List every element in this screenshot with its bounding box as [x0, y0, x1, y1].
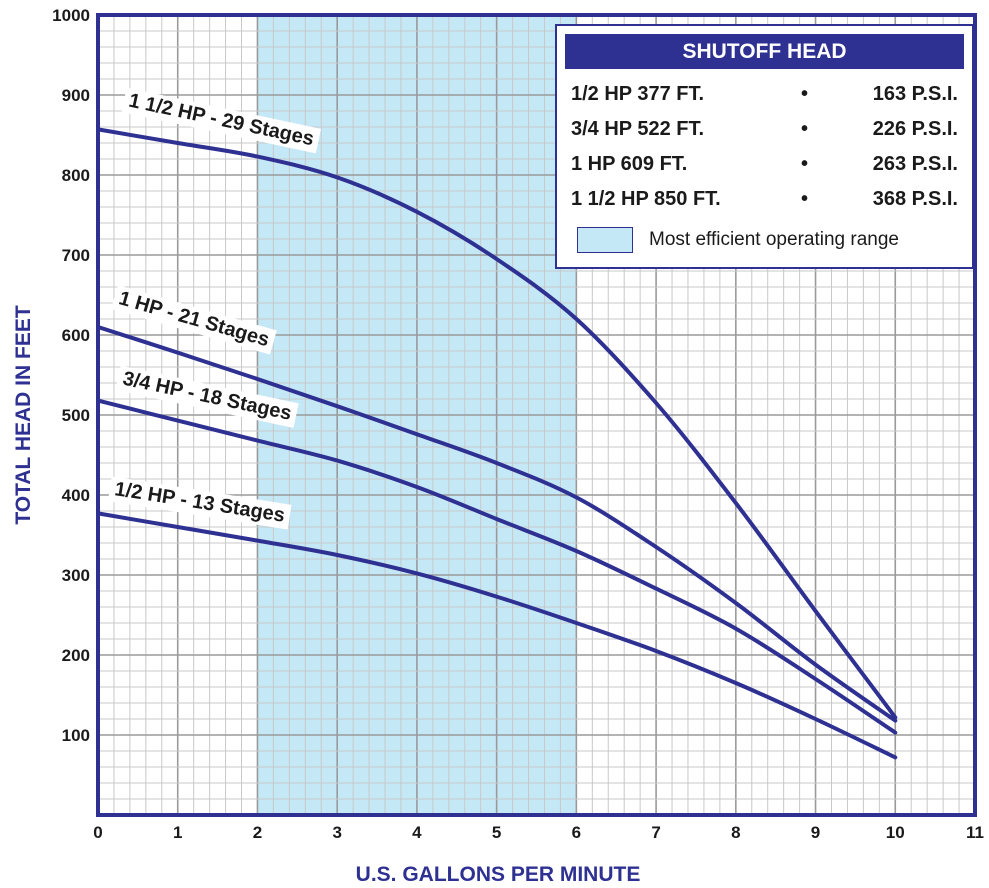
- x-tick-label: 4: [412, 823, 422, 842]
- y-tick-label: 100: [62, 726, 90, 745]
- legend-efficient-range: Most efficient operating range: [577, 224, 962, 256]
- curve-label-background: [121, 87, 322, 154]
- curve-label-background: [107, 476, 292, 530]
- series-line: [96, 325, 898, 723]
- y-tick-label: 300: [62, 566, 90, 585]
- x-tick-label: 8: [731, 823, 740, 842]
- y-tick-label: 400: [62, 486, 90, 505]
- y-tick-label: 900: [62, 86, 90, 105]
- y-tick-label: 800: [62, 166, 90, 185]
- legend-hp: 1 HP 609 FT.: [571, 153, 688, 175]
- performance-curves: [96, 127, 898, 760]
- x-tick-label: 0: [93, 823, 102, 842]
- legend-bullet: •: [801, 188, 809, 210]
- legend-psi: 368 P.S.I.: [872, 188, 958, 210]
- curve-label-background: [115, 365, 299, 428]
- legend-bullet: •: [801, 83, 809, 105]
- x-tick-label: 9: [811, 823, 820, 842]
- x-axis-title: U.S. GALLONS PER MINUTE: [356, 863, 641, 886]
- y-tick-label: 500: [62, 406, 90, 425]
- x-tick-label: 11: [966, 823, 984, 842]
- legend-psi: 263 P.S.I.: [872, 153, 958, 175]
- y-axis-title: TOTAL HEAD IN FEET: [12, 305, 35, 525]
- x-tick-label: 7: [651, 823, 660, 842]
- x-tick-label: 3: [332, 823, 341, 842]
- shutoff-head-legend: SHUTOFF HEAD 1/2 HP 377 FT. • 163 P.S.I.…: [555, 24, 974, 269]
- y-tick-label: 600: [62, 326, 90, 345]
- series-line: [96, 127, 898, 720]
- efficient-range-label: Most efficient operating range: [649, 229, 899, 250]
- efficient-range-swatch: [577, 227, 633, 253]
- series-line: [96, 398, 898, 735]
- legend-psi: 226 P.S.I.: [872, 118, 958, 140]
- y-tick-labels: 100 200 300 400 500 600 700 800 900 1000: [52, 6, 90, 745]
- y-tick-label: 1000: [52, 6, 90, 25]
- x-tick-label: 6: [572, 823, 581, 842]
- legend-title: SHUTOFF HEAD: [565, 34, 964, 69]
- y-tick-label: 200: [62, 646, 90, 665]
- series-line: [96, 511, 898, 760]
- legend-bullet: •: [801, 153, 809, 175]
- legend-hp: 1/2 HP 377 FT.: [571, 83, 705, 105]
- legend-row: 1 HP 609 FT. • 263 P.S.I.: [571, 149, 958, 179]
- plot-frame: [96, 13, 977, 817]
- legend-row: 1/2 HP 377 FT. • 163 P.S.I.: [571, 79, 958, 109]
- legend-row: 3/4 HP 522 FT. • 226 P.S.I.: [571, 114, 958, 144]
- legend-bullet: •: [801, 118, 809, 140]
- legend-psi: 163 P.S.I.: [872, 83, 958, 105]
- curve-label-background: [111, 284, 277, 355]
- legend-hp: 3/4 HP 522 FT.: [571, 118, 705, 140]
- x-tick-label: 1: [173, 823, 182, 842]
- y-tick-label: 700: [62, 246, 90, 265]
- legend-row: 1 1/2 HP 850 FT. • 368 P.S.I.: [571, 184, 958, 214]
- x-tick-label: 5: [492, 823, 501, 842]
- x-tick-label: 10: [886, 823, 905, 842]
- x-tick-labels: 0 1 2 3 4 5 6 7 8 9 10 11: [93, 823, 984, 842]
- legend-hp: 1 1/2 HP 850 FT.: [571, 188, 721, 210]
- x-tick-label: 2: [253, 823, 262, 842]
